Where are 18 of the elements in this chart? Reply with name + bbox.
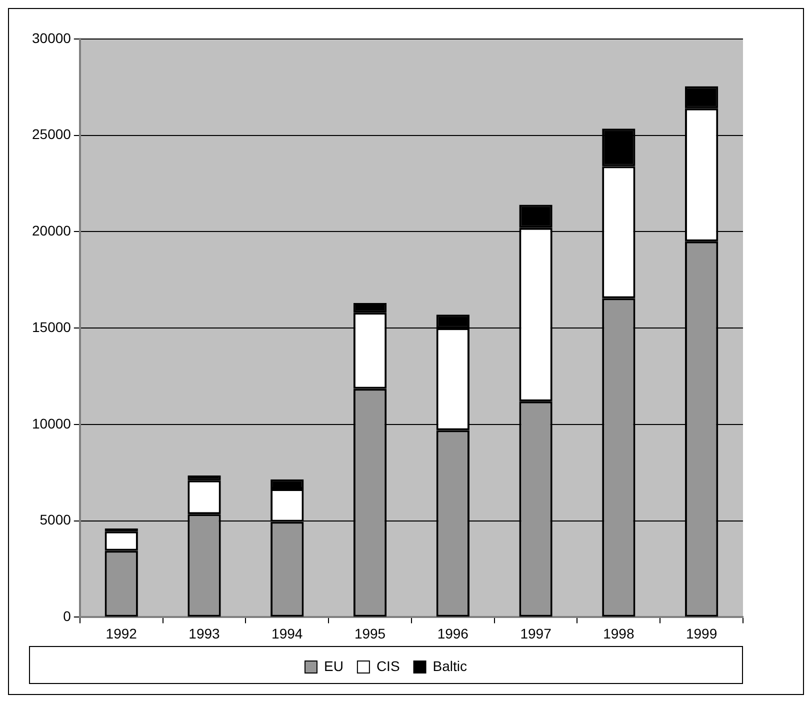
y-tick-label: 0 [63,608,72,624]
legend-label: CIS [376,658,400,674]
y-tick-label: 20000 [32,222,72,239]
legend-label: EU [324,658,344,674]
x-tick-label: 1995 [354,625,386,642]
y-tick-label: 15000 [32,318,72,335]
x-tick-label: 1999 [686,625,718,642]
y-tick-label: 10000 [32,415,72,432]
legend-label: Baltic [432,658,468,674]
x-tick-label: 1992 [106,625,138,642]
x-tick-label: 1994 [272,625,303,642]
y-tick-label: 30000 [32,30,72,46]
x-tick-label: 1997 [520,625,552,642]
x-tick-label: 1998 [603,625,634,642]
x-tick-label: 1993 [188,625,220,642]
y-tick-label: 5000 [40,512,72,528]
x-tick-label: 1996 [437,625,469,642]
y-tick-label: 25000 [32,126,72,142]
